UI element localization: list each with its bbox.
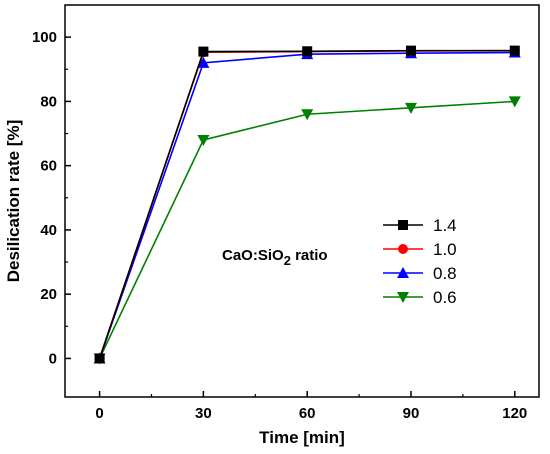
plot-frame <box>64 4 540 398</box>
legend-label: 0.8 <box>433 264 457 283</box>
data-point <box>198 46 209 57</box>
data-point <box>398 244 408 254</box>
series-1-4 <box>94 45 520 364</box>
x-tick-label: 90 <box>403 405 420 422</box>
legend-label: 1.4 <box>433 216 457 235</box>
y-tick-label: 20 <box>40 286 57 303</box>
y-axis-title: Desilication rate [%] <box>4 120 23 283</box>
y-tick-label: 60 <box>40 158 57 175</box>
x-tick-label: 60 <box>299 405 316 422</box>
x-axis-title: Time [min] <box>259 428 345 447</box>
legend-item: 1.4 <box>383 216 457 235</box>
legend: 1.4 1.0 0.8 0.6 <box>383 216 457 307</box>
y-tick-label: 0 <box>49 350 57 367</box>
y-tick-label: 100 <box>32 29 57 46</box>
data-point <box>508 96 521 108</box>
legend-item: 0.8 <box>383 264 457 283</box>
data-point <box>302 46 313 57</box>
axis-ticks: 0 20 40 60 80 100 0 30 60 90 120 <box>32 29 527 422</box>
data-point <box>94 353 105 364</box>
legend-item: 1.0 <box>383 240 457 259</box>
legend-item: 0.6 <box>383 288 457 307</box>
data-point <box>398 220 408 230</box>
annotation-suffix: ratio <box>291 247 328 264</box>
data-point <box>509 45 520 56</box>
series-0-6 <box>93 96 521 365</box>
ratio-annotation: CaO:SiO2 ratio <box>222 247 328 268</box>
data-point <box>301 109 314 121</box>
annotation-subscript: 2 <box>284 253 291 268</box>
data-point <box>404 102 417 114</box>
data-point <box>197 134 210 146</box>
legend-label: 1.0 <box>433 240 457 259</box>
x-tick-label: 30 <box>195 405 212 422</box>
x-tick-label: 120 <box>502 405 527 422</box>
series-layer <box>93 45 521 365</box>
y-tick-label: 40 <box>40 222 57 239</box>
x-tick-label: 0 <box>95 405 103 422</box>
data-point <box>197 56 210 68</box>
data-point <box>397 292 409 303</box>
legend-label: 0.6 <box>433 288 457 307</box>
annotation-prefix: CaO:SiO <box>222 247 284 264</box>
data-point <box>405 45 416 56</box>
y-tick-label: 80 <box>40 93 57 110</box>
data-point <box>397 267 409 278</box>
